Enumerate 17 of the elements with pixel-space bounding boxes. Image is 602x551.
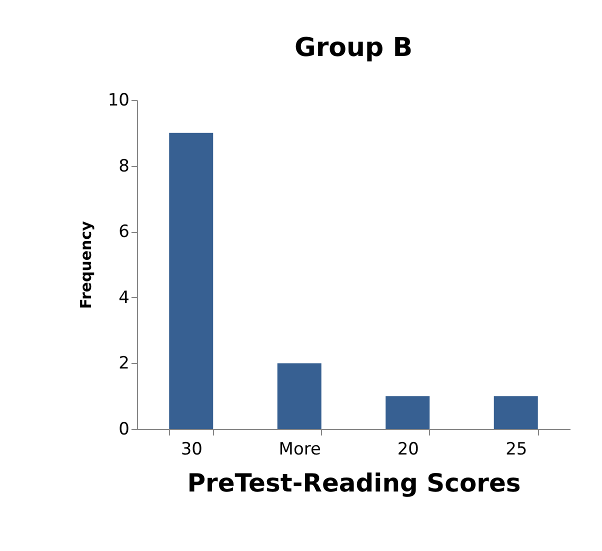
- bar: [494, 396, 538, 429]
- x-tick-label: More: [278, 440, 321, 460]
- y-tick-label: 10: [108, 90, 130, 110]
- bar: [169, 132, 214, 429]
- y-tick-label: 6: [118, 222, 130, 242]
- x-tick-label: 25: [506, 440, 528, 460]
- y-tick-label: 2: [118, 354, 130, 374]
- y-tick-label: 0: [118, 420, 130, 440]
- bar: [277, 363, 322, 429]
- bar: [386, 396, 430, 429]
- y-tick-label: 4: [118, 288, 130, 308]
- chart-title: Group B: [294, 33, 413, 63]
- y-tick-label: 8: [118, 156, 130, 176]
- x-tick-label: 30: [180, 440, 202, 460]
- x-tick-label: 20: [397, 440, 419, 460]
- y-axis-title: Frequency: [76, 220, 95, 309]
- x-axis-title: PreTest-Reading Scores: [187, 468, 521, 498]
